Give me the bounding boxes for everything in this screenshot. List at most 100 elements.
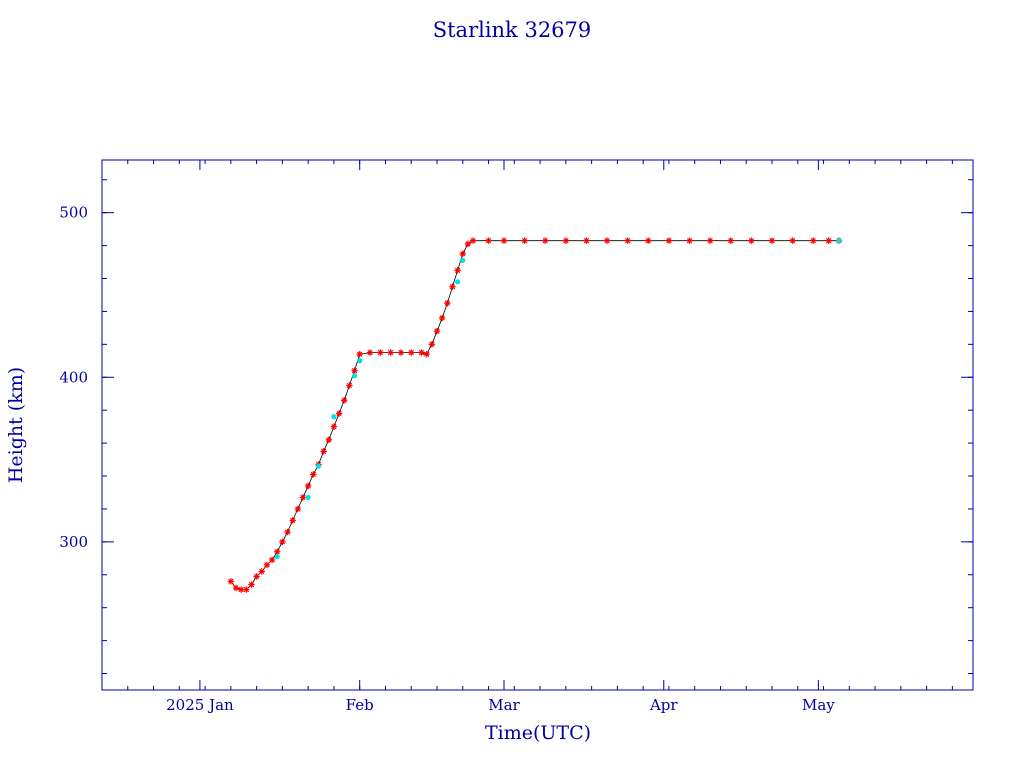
asterisk-stroke: [341, 397, 347, 403]
height-point: [243, 586, 250, 593]
height-point: [562, 237, 570, 244]
height-point: [469, 237, 477, 244]
height-point: [485, 237, 492, 244]
height-point: [665, 237, 673, 244]
asterisk-stroke: [408, 349, 414, 356]
height-point: [248, 581, 255, 588]
asterisk-stroke: [625, 237, 631, 244]
height-point: [433, 327, 441, 335]
height-point: [335, 410, 343, 417]
height-point: [253, 573, 260, 580]
asterisk-stroke: [645, 237, 651, 244]
asterisk-stroke: [377, 349, 383, 356]
asterisk-stroke: [563, 237, 569, 244]
height-point: [408, 349, 415, 356]
asterisk-stroke: [398, 349, 404, 356]
x-axis-label: Time(UTC): [485, 722, 591, 744]
height-point: [768, 237, 776, 244]
asterisk-stroke: [259, 568, 265, 575]
trajectory-line: [230, 240, 839, 590]
height-point-alt: [357, 358, 363, 364]
height-point: [789, 237, 796, 244]
height-point: [366, 349, 374, 356]
asterisk-stroke: [470, 237, 476, 244]
height-point: [325, 436, 332, 444]
height-point-alt: [836, 238, 842, 244]
height-point: [459, 250, 466, 258]
asterisk-stroke: [346, 382, 353, 389]
height-point: [268, 556, 276, 564]
height-point: [227, 578, 235, 585]
height-point: [320, 448, 327, 455]
asterisk-stroke: [387, 349, 394, 356]
plot-area: [227, 237, 843, 593]
asterisk-stroke: [501, 237, 507, 244]
asterisk-stroke: [748, 237, 755, 244]
height-point-alt: [305, 494, 311, 501]
tick-labels: 2025 Jan Feb Mar Apr May 300 400 500: [59, 204, 835, 714]
height-point: [341, 397, 348, 404]
y-tick-label: 400: [59, 368, 88, 386]
height-point: [686, 237, 693, 244]
height-point: [284, 528, 291, 536]
height-point: [706, 237, 714, 244]
height-point: [232, 584, 240, 592]
asterisk-stroke: [336, 410, 342, 417]
height-point: [294, 505, 302, 513]
asterisk-stroke: [305, 483, 311, 489]
asterisk-stroke: [295, 506, 301, 512]
asterisk-stroke: [326, 437, 332, 443]
height-point: [444, 299, 451, 307]
height-point: [263, 561, 271, 569]
asterisk-stroke: [284, 529, 291, 535]
height-point-alt: [315, 463, 322, 469]
asterisk-stroke: [449, 284, 456, 290]
x-tick-label: 2025 Jan: [166, 696, 234, 714]
height-point: [748, 237, 755, 244]
asterisk-stroke: [444, 300, 450, 306]
asterisk-stroke: [789, 237, 796, 244]
asterisk-stroke: [274, 549, 280, 555]
asterisk-stroke: [429, 341, 435, 348]
asterisk-stroke: [434, 328, 440, 334]
asterisk-stroke: [583, 237, 590, 244]
chart-title: Starlink 32679: [433, 18, 592, 42]
height-point-alt: [460, 257, 466, 264]
height-point: [438, 314, 446, 322]
asterisk-stroke: [310, 471, 316, 478]
asterisk-stroke: [826, 237, 832, 244]
height-point: [351, 367, 358, 374]
axes-frame: [101, 159, 974, 691]
asterisk-stroke: [439, 315, 445, 321]
height-point: [449, 283, 456, 290]
plot-frame: [101, 159, 974, 691]
asterisk-stroke: [707, 237, 713, 244]
asterisk-stroke: [357, 351, 363, 357]
height-point-alt: [274, 554, 280, 560]
asterisk-stroke: [418, 349, 425, 356]
asterisk-stroke: [238, 586, 244, 593]
height-point: [454, 267, 461, 274]
height-point: [274, 548, 281, 555]
asterisk-stroke: [542, 237, 548, 244]
height-point-alt: [455, 279, 461, 285]
height-point: [583, 237, 590, 244]
height-point: [289, 517, 296, 524]
height-point: [310, 471, 317, 478]
height-point: [330, 423, 338, 430]
height-point: [521, 237, 528, 244]
asterisk-stroke: [233, 585, 239, 591]
asterisk-stroke: [485, 237, 492, 244]
asterisk-stroke: [521, 237, 528, 244]
asterisk-stroke: [228, 578, 234, 585]
x-tick-label: Apr: [649, 696, 678, 714]
height-point: [428, 341, 436, 348]
asterisk-stroke: [604, 237, 610, 244]
asterisk-stroke: [331, 423, 337, 430]
height-point: [645, 237, 652, 244]
x-tick-label: Feb: [346, 696, 374, 714]
asterisk-stroke: [465, 241, 471, 247]
height-point: [603, 237, 611, 244]
asterisk-stroke: [367, 349, 373, 356]
asterisk-stroke: [320, 448, 327, 454]
